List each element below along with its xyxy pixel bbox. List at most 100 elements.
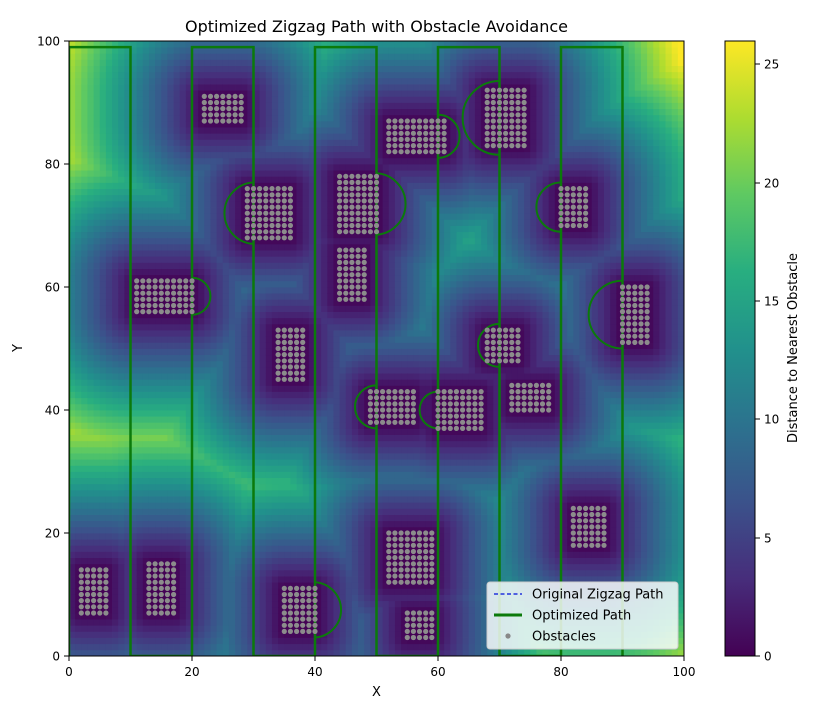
obstacle-point <box>306 616 312 622</box>
obstacle-point <box>521 389 527 395</box>
obstacle-point <box>441 401 447 407</box>
obstacle-point <box>509 382 515 388</box>
obstacle-point <box>201 112 207 118</box>
obstacle-point <box>404 395 410 401</box>
obstacle-point <box>164 290 170 296</box>
obstacle-2 <box>146 561 177 616</box>
obstacle-point <box>503 130 509 136</box>
obstacle-point <box>355 222 361 229</box>
obstacle-point <box>220 112 226 118</box>
obstacle-point <box>521 124 527 130</box>
obstacle-point <box>355 253 361 259</box>
obstacle-point <box>503 93 509 99</box>
obstacle-point <box>626 321 632 327</box>
obstacle-point <box>589 505 595 511</box>
obstacle-point <box>386 579 392 585</box>
obstacle-point <box>312 610 318 616</box>
obstacle-point <box>632 309 638 315</box>
obstacle-point <box>146 561 152 567</box>
obstacle-point <box>521 87 527 93</box>
obstacle-point <box>337 266 343 272</box>
obstacle-point <box>472 413 478 419</box>
obstacle-point <box>484 352 490 358</box>
obstacle-point <box>527 382 533 388</box>
obstacle-point <box>140 284 146 290</box>
obstacle-point <box>570 518 576 524</box>
obstacle-point <box>294 598 300 604</box>
obstacle-point <box>392 389 398 395</box>
obstacle-point <box>263 222 269 229</box>
obstacle-point <box>164 610 170 616</box>
obstacle-point <box>404 124 410 130</box>
obstacle-3 <box>134 278 195 315</box>
obstacle-point <box>509 327 515 333</box>
colorbar-tick: 15 <box>755 295 779 309</box>
obstacle-point <box>509 136 515 142</box>
obstacle-point <box>287 598 293 604</box>
obstacle-point <box>171 579 177 585</box>
obstacle-point <box>496 99 503 106</box>
obstacle-point <box>361 204 367 210</box>
obstacle-point <box>171 604 177 610</box>
obstacle-point <box>171 284 177 290</box>
obstacle-point <box>281 204 287 210</box>
obstacle-point <box>576 210 583 216</box>
obstacle-point <box>626 290 632 296</box>
obstacle-point <box>275 345 281 352</box>
obstacle-point <box>484 87 490 93</box>
obstacle-point <box>503 87 509 93</box>
obstacle-point <box>171 278 177 284</box>
obstacle-point <box>300 622 306 628</box>
obstacle-point <box>171 296 177 302</box>
obstacle-point <box>484 358 490 364</box>
obstacle-point <box>250 186 257 192</box>
obstacle-point <box>478 401 484 407</box>
obstacle-point <box>361 192 367 198</box>
obstacle-point <box>361 253 367 259</box>
obstacle-point <box>337 198 343 204</box>
obstacle-point <box>490 118 496 124</box>
obstacle-point <box>300 610 306 616</box>
obstacle-point <box>595 536 601 542</box>
obstacle-point <box>232 118 238 124</box>
obstacle-point <box>392 118 398 124</box>
obstacle-point <box>392 143 398 149</box>
obstacle-point <box>515 382 521 388</box>
obstacle-point <box>257 204 263 210</box>
obstacle-point <box>183 302 189 309</box>
obstacle-point <box>423 143 429 149</box>
obstacle-point <box>632 290 638 296</box>
obstacle-point <box>355 192 361 198</box>
obstacle-point <box>626 333 632 339</box>
obstacle-point <box>294 358 300 364</box>
obstacle-point <box>337 278 343 284</box>
obstacle-point <box>638 315 644 321</box>
obstacle-point <box>392 567 398 573</box>
obstacle-point <box>539 401 546 407</box>
obstacle-point <box>435 395 441 401</box>
obstacle-point <box>423 536 429 542</box>
obstacle-point <box>97 598 103 604</box>
obstacle-point <box>595 505 601 511</box>
obstacle-point <box>158 567 164 573</box>
obstacle-point <box>515 407 521 413</box>
obstacle-point <box>275 186 281 192</box>
obstacle-point <box>644 284 650 290</box>
chart-title: Optimized Zigzag Path with Obstacle Avoi… <box>185 17 568 36</box>
obstacle-point <box>306 598 312 604</box>
obstacle-point <box>619 333 626 339</box>
obstacle-point <box>300 327 306 333</box>
optimized-path-detour <box>191 276 212 316</box>
obstacle-point <box>441 419 447 425</box>
obstacle-point <box>515 327 521 333</box>
obstacle-point <box>398 536 404 542</box>
obstacle-point <box>164 591 170 598</box>
obstacle-point <box>626 284 632 290</box>
obstacle-point <box>496 106 503 112</box>
obstacle-point <box>361 210 367 216</box>
obstacle-point <box>232 93 238 99</box>
obstacle-point <box>355 284 361 290</box>
obstacle-point <box>158 579 164 585</box>
obstacle-point <box>78 604 84 610</box>
obstacle-point <box>570 530 576 536</box>
